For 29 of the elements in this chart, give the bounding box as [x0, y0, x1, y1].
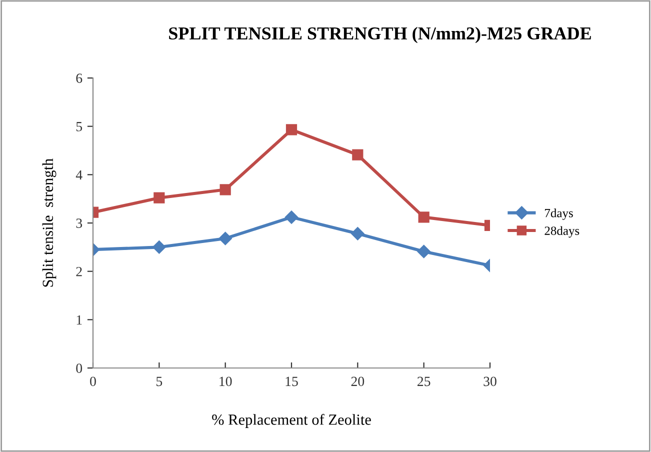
y-axis-title: Split tensile strength [42, 158, 56, 287]
point [284, 210, 298, 224]
point [417, 244, 430, 258]
y-tick-label: 1 [76, 315, 82, 324]
x-axis-title: % Replacement of Zeolite [212, 414, 371, 428]
y-tick-label: 2 [76, 266, 82, 276]
point [352, 149, 364, 160]
x-tick-label: 20 [351, 376, 364, 386]
x-tick-label: 30 [484, 376, 496, 386]
point [154, 192, 165, 204]
y-tick-label: 4 [76, 170, 82, 180]
y-tick-label: 5 [76, 122, 82, 132]
point [351, 227, 364, 240]
x-tick-label: 15 [286, 376, 298, 386]
point [218, 232, 232, 246]
y-tick-label: 3 [76, 218, 82, 228]
x-tick-label: 5 [156, 376, 162, 386]
point [418, 212, 430, 223]
legend-label: 28days [544, 226, 580, 238]
legend-label: 7days [545, 208, 573, 220]
point [220, 184, 231, 196]
chart-title: SPLIT TENSILE STRENGTH (N/mm2)-M25 GRADE [169, 26, 591, 44]
x-tick-label: 25 [418, 376, 430, 386]
y-tick-label: 6 [76, 74, 82, 83]
y-tick-label: 0 [76, 364, 82, 373]
point [152, 240, 166, 254]
x-tick-label: 0 [90, 376, 96, 386]
x-tick-label: 10 [220, 376, 232, 386]
point [286, 124, 298, 136]
